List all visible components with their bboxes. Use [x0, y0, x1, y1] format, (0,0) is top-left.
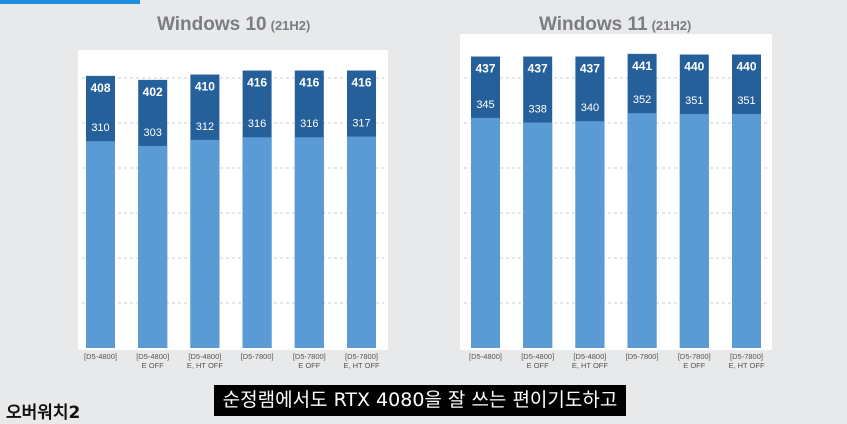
data-label-total: 408: [90, 81, 110, 95]
bar-low: [523, 122, 553, 348]
data-label-total: 416: [299, 76, 319, 90]
data-label-low: 351: [737, 95, 755, 107]
data-label-low: 338: [529, 104, 547, 116]
bar-low: [732, 113, 761, 349]
chart-title-right-text: Windows 11: [539, 14, 648, 35]
chart-subtitle-right: (21H2): [651, 18, 692, 33]
bar-low: [190, 139, 220, 348]
category-label: [D5-7800]: [678, 352, 711, 361]
category-label: [D5-4800]: [136, 352, 169, 361]
data-label-low: 312: [196, 121, 214, 133]
data-label-total: 437: [580, 62, 600, 76]
data-label-low: 340: [581, 102, 599, 114]
data-label-low: 345: [476, 99, 494, 111]
category-label: E OFF: [298, 361, 321, 370]
bar-low: [575, 121, 605, 348]
data-label-total: 416: [247, 76, 267, 90]
category-label: [D5-7800]: [626, 352, 659, 361]
data-label-low: 351: [685, 95, 703, 107]
chart-title-left-text: Windows 10: [157, 14, 267, 35]
category-label: E OFF: [142, 361, 165, 370]
category-label: E, HT OFF: [728, 361, 765, 370]
category-label: E, HT OFF: [572, 361, 609, 370]
category-label: [D5-4800]: [573, 352, 606, 361]
category-label: [D5-7800]: [345, 352, 378, 361]
category-label: E, HT OFF: [187, 361, 224, 370]
bar-low: [347, 136, 376, 348]
category-label: [D5-7800]: [730, 352, 763, 361]
data-label-low: 303: [144, 127, 162, 139]
plot-panel: [460, 34, 772, 350]
video-caption: 순정램에서도 RTX 4080을 잘 쓰는 편이기도하고: [214, 385, 626, 416]
bar-low: [86, 141, 115, 348]
data-label-total: 410: [195, 80, 215, 94]
category-label: [D5-4800]: [469, 352, 502, 361]
data-label-low: 316: [300, 118, 318, 130]
chart-title-left: Windows 10 (21H2): [157, 14, 310, 36]
bar-low: [138, 145, 168, 348]
category-label: [D5-7800]: [241, 352, 274, 361]
category-label: [D5-4800]: [188, 352, 221, 361]
chart-title-right: Windows 11 (21H2): [539, 14, 691, 36]
category-label: E OFF: [527, 361, 550, 370]
category-label: [D5-4800]: [84, 352, 117, 361]
category-label: [D5-7800]: [293, 352, 326, 361]
category-label: E, HT OFF: [343, 361, 380, 370]
bar-low: [242, 137, 272, 348]
bar-low: [471, 117, 500, 348]
plot-panel: [78, 50, 388, 350]
bar-low: [294, 137, 324, 348]
data-label-total: 416: [351, 76, 371, 90]
data-label-low: 352: [633, 94, 651, 106]
chart-subtitle-left: (21H2): [270, 18, 311, 33]
bar-low: [679, 113, 709, 349]
data-label-low: 316: [248, 118, 266, 130]
data-label-total: 437: [528, 62, 548, 76]
data-label-total: 440: [736, 60, 756, 74]
data-label-low: 317: [352, 118, 370, 130]
data-label-total: 402: [143, 85, 163, 99]
data-label-total: 441: [632, 59, 652, 73]
data-label-total: 440: [684, 60, 704, 74]
data-label-low: 310: [91, 122, 109, 134]
bar-low: [627, 113, 657, 348]
accent-bar: [0, 0, 140, 4]
category-label: E OFF: [683, 361, 706, 370]
channel-watermark: 오버워치2: [6, 403, 81, 423]
data-label-total: 437: [475, 62, 495, 76]
category-label: [D5-4800]: [521, 352, 554, 361]
